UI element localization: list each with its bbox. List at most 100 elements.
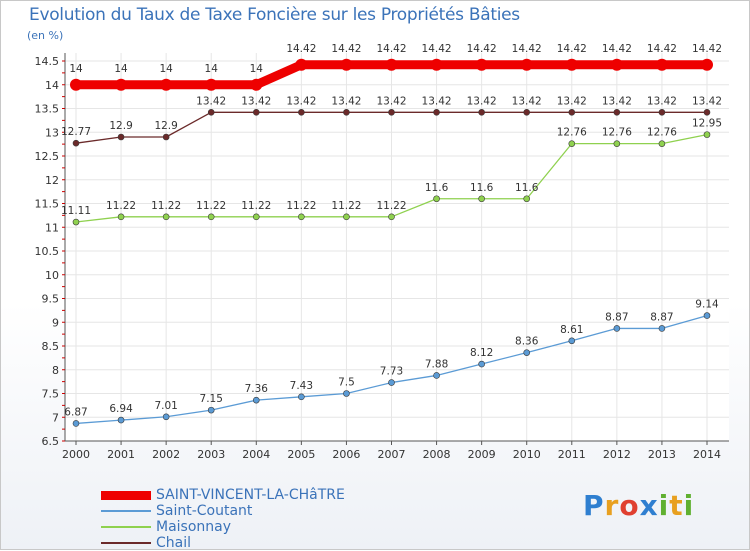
y-tick-label: 12 bbox=[45, 174, 59, 187]
data-label: 7.5 bbox=[338, 377, 355, 389]
data-point bbox=[613, 109, 621, 116]
data-label: 13.42 bbox=[602, 95, 632, 107]
data-point bbox=[252, 213, 260, 221]
data-label: 14.42 bbox=[467, 43, 497, 55]
legend-label: SAINT-VINCENT-LA-CHâTRE bbox=[156, 487, 345, 503]
data-label: 12.76 bbox=[602, 127, 632, 139]
data-label: 7.73 bbox=[380, 366, 403, 378]
data-point bbox=[117, 133, 125, 141]
y-tick-label: 8 bbox=[52, 364, 59, 377]
data-point bbox=[205, 78, 218, 91]
legend-item: Saint-Coutant bbox=[101, 503, 345, 519]
data-point bbox=[72, 420, 80, 427]
data-point bbox=[568, 109, 576, 116]
data-point bbox=[613, 325, 621, 332]
legend-swatch bbox=[101, 526, 151, 528]
legend-swatch bbox=[101, 542, 151, 544]
data-label: 11.22 bbox=[196, 200, 226, 212]
data-point bbox=[298, 109, 305, 116]
x-tick-label: 2007 bbox=[378, 448, 406, 461]
data-point bbox=[433, 195, 440, 203]
data-label: 8.87 bbox=[650, 311, 673, 323]
data-label: 6.94 bbox=[109, 403, 133, 415]
data-point bbox=[207, 109, 215, 116]
data-label: 8.36 bbox=[515, 336, 539, 348]
data-label: 14.42 bbox=[422, 43, 452, 55]
data-label: 13.42 bbox=[512, 95, 542, 107]
x-tick-label: 2005 bbox=[287, 448, 315, 461]
data-point bbox=[523, 349, 531, 356]
x-tick-label: 2012 bbox=[603, 448, 631, 461]
data-label: 11.22 bbox=[286, 200, 316, 212]
data-point bbox=[613, 140, 621, 147]
x-tick-label: 2000 bbox=[62, 448, 90, 461]
x-tick-label: 2013 bbox=[648, 448, 676, 461]
data-label: 13.42 bbox=[467, 95, 497, 107]
data-label: 12.95 bbox=[692, 118, 722, 130]
data-point bbox=[207, 406, 215, 414]
data-point bbox=[343, 213, 350, 221]
legend-swatch bbox=[101, 490, 151, 500]
legend: SAINT-VINCENT-LA-CHâTRE Saint-Coutant Ma… bbox=[101, 487, 345, 551]
x-tick-label: 2010 bbox=[513, 448, 541, 461]
x-tick-label: 2011 bbox=[558, 448, 586, 461]
data-label: 13.42 bbox=[557, 95, 587, 107]
data-point bbox=[72, 139, 80, 147]
data-point bbox=[295, 58, 308, 71]
data-label: 13.42 bbox=[241, 95, 271, 107]
data-label: 11.22 bbox=[151, 200, 181, 212]
data-label: 7.36 bbox=[245, 383, 269, 395]
legend-label: Saint-Coutant bbox=[156, 503, 253, 519]
legend-label: Maisonnay bbox=[156, 519, 232, 535]
data-point bbox=[388, 213, 395, 221]
data-label: 12.76 bbox=[647, 127, 677, 139]
legend-item: Chail bbox=[101, 535, 345, 551]
data-point bbox=[565, 58, 578, 71]
plot-area bbox=[65, 53, 729, 441]
data-label: 8.12 bbox=[470, 347, 493, 359]
logo-letter: P bbox=[583, 489, 605, 522]
data-point bbox=[117, 213, 125, 221]
data-point bbox=[568, 337, 576, 345]
y-tick-label: 7 bbox=[52, 411, 59, 424]
data-point bbox=[523, 195, 531, 203]
legend-item: SAINT-VINCENT-LA-CHâTRE bbox=[101, 487, 345, 503]
data-point bbox=[703, 109, 711, 116]
data-point bbox=[568, 140, 576, 147]
y-tick-label: 13 bbox=[45, 126, 59, 139]
data-point bbox=[658, 325, 666, 332]
data-label: 7.15 bbox=[200, 393, 223, 405]
data-point bbox=[388, 379, 395, 386]
data-point bbox=[523, 109, 531, 116]
y-tick-label: 8.5 bbox=[42, 340, 60, 353]
data-point bbox=[207, 213, 215, 221]
x-tick-label: 2008 bbox=[423, 448, 451, 461]
x-tick-label: 2014 bbox=[693, 448, 721, 461]
data-point bbox=[475, 58, 488, 71]
y-tick-label: 13.5 bbox=[35, 103, 60, 116]
y-tick-label: 10 bbox=[45, 269, 59, 282]
data-label: 14.42 bbox=[331, 43, 361, 55]
data-point bbox=[478, 109, 485, 116]
x-tick-label: 2006 bbox=[332, 448, 360, 461]
data-label: 11.22 bbox=[331, 200, 361, 212]
y-tick-label: 9 bbox=[52, 316, 59, 329]
x-tick-label: 2004 bbox=[242, 448, 270, 461]
data-label: 13.42 bbox=[286, 95, 316, 107]
data-label: 13.42 bbox=[196, 95, 226, 107]
y-axis-unit: (en %) bbox=[27, 29, 64, 42]
data-label: 14 bbox=[250, 63, 264, 75]
data-label: 14 bbox=[205, 63, 219, 75]
data-label: 14 bbox=[159, 63, 173, 75]
y-tick-label: 11 bbox=[45, 221, 59, 234]
y-tick-label: 12.5 bbox=[35, 150, 60, 163]
data-point bbox=[343, 390, 350, 397]
y-tick-label: 14.5 bbox=[35, 55, 60, 68]
data-point bbox=[162, 413, 170, 421]
data-label: 14.42 bbox=[376, 43, 406, 55]
data-point bbox=[298, 393, 305, 401]
data-point bbox=[162, 213, 170, 221]
y-tick-label: 7.5 bbox=[42, 388, 60, 401]
data-label: 7.43 bbox=[290, 380, 313, 392]
